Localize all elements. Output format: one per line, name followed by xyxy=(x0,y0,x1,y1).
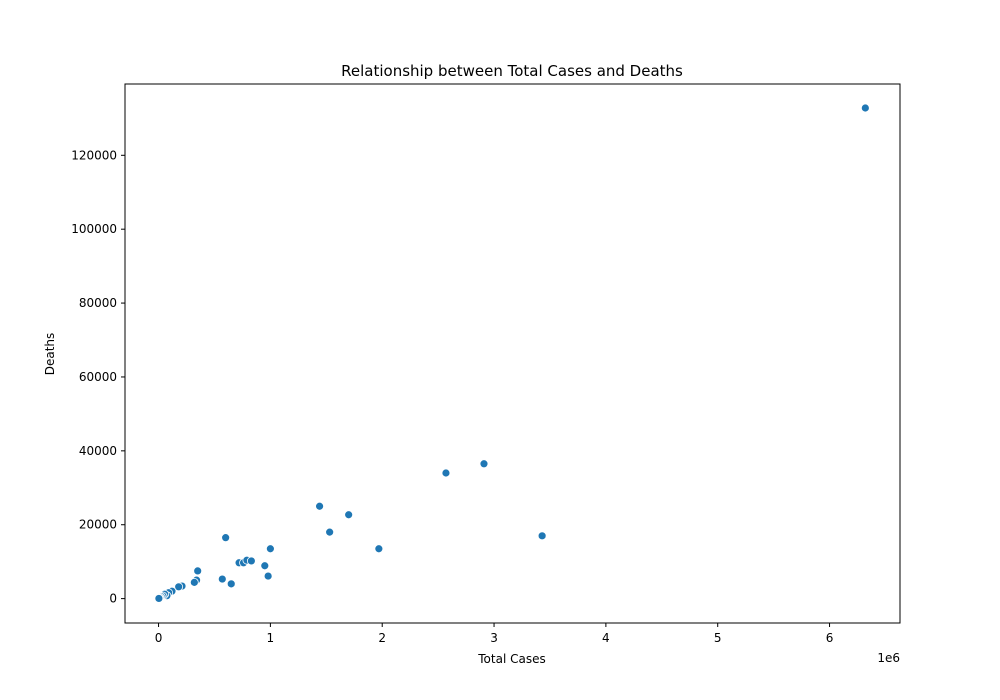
y-axis-label: Deaths xyxy=(43,333,57,376)
scatter-point xyxy=(189,577,199,587)
x-axis: 0 1 2 3 4 5 6 xyxy=(155,623,834,645)
scatter-point xyxy=(260,561,270,571)
scatter-point xyxy=(479,459,489,469)
data-points xyxy=(154,103,870,603)
scatter-point xyxy=(263,571,273,581)
x-tick-label: 6 xyxy=(826,631,834,645)
y-tick-label: 60000 xyxy=(79,370,117,384)
y-tick-label: 0 xyxy=(109,592,117,606)
x-tick-label: 4 xyxy=(602,631,610,645)
x-offset-label: 1e6 xyxy=(877,651,900,665)
y-tick-label: 40000 xyxy=(79,444,117,458)
scatter-point xyxy=(226,579,236,589)
y-tick-label: 20000 xyxy=(79,518,117,532)
scatter-point xyxy=(315,501,324,511)
plot-frame xyxy=(124,83,901,624)
scatter-point xyxy=(265,544,275,554)
scatter-point xyxy=(193,566,203,576)
scatter-point xyxy=(154,594,164,603)
scatter-point xyxy=(441,468,451,478)
x-tick-label: 5 xyxy=(714,631,722,645)
scatter-point xyxy=(374,544,384,554)
scatter-point xyxy=(537,531,547,541)
x-axis-label: Total Cases xyxy=(477,652,545,666)
scatter-point xyxy=(325,527,335,537)
x-tick-label: 3 xyxy=(490,631,498,645)
y-tick-label: 80000 xyxy=(79,296,117,310)
scatter-point xyxy=(860,103,870,113)
scatter-point xyxy=(221,533,231,543)
y-axis: 0 20000 40000 60000 80000 100000 120000 xyxy=(71,148,125,606)
x-tick-label: 1 xyxy=(267,631,275,645)
scatter-point xyxy=(246,556,256,566)
y-tick-label: 100000 xyxy=(71,222,117,236)
scatter-point xyxy=(217,574,227,584)
scatter-point xyxy=(174,582,184,592)
scatter-point xyxy=(344,510,354,520)
chart-title: Relationship between Total Cases and Dea… xyxy=(341,62,683,80)
x-tick-label: 0 xyxy=(155,631,163,645)
x-tick-label: 2 xyxy=(378,631,386,645)
y-tick-label: 120000 xyxy=(71,148,117,162)
